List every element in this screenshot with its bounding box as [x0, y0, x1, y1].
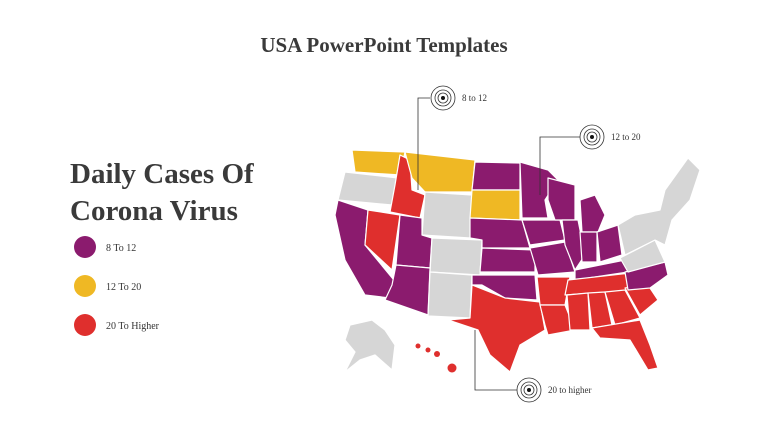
state: [447, 284, 546, 373]
state: [479, 247, 536, 273]
state: [547, 177, 576, 221]
alaska: [344, 319, 396, 373]
state: [404, 151, 476, 193]
callout-ring: [434, 89, 452, 107]
callout-ring: [520, 381, 538, 399]
state: [579, 231, 598, 263]
state: [384, 264, 431, 316]
state: [536, 276, 571, 306]
callout-label: 8 to 12: [462, 93, 487, 103]
callout-dot: [590, 135, 594, 139]
hawaii: [415, 343, 457, 373]
legend-label: 20 To Higher: [106, 321, 160, 332]
legend-swatch: [74, 275, 96, 297]
state: [566, 292, 591, 331]
callout-ring: [437, 92, 449, 104]
state: [604, 289, 641, 326]
callout-line: [539, 136, 580, 195]
state: [469, 189, 521, 221]
state: [364, 209, 401, 271]
callout-label: 20 to higher: [548, 385, 592, 395]
legend-swatch: [74, 314, 96, 336]
state: [519, 161, 559, 219]
legend-label: 12 To 20: [106, 282, 141, 293]
state: [579, 194, 606, 233]
heading-line: Corona Virus: [70, 195, 238, 227]
state: [421, 191, 473, 239]
callout-line: [474, 330, 517, 391]
state: [591, 319, 659, 371]
state: [429, 237, 483, 276]
callout-line: [417, 97, 430, 190]
legend-swatch: [74, 236, 96, 258]
callout-ring: [586, 131, 598, 143]
legend-label: 8 To 12: [106, 243, 136, 254]
callout-dot: [441, 96, 445, 100]
state: [521, 219, 566, 246]
title: USA PowerPoint Templates: [260, 33, 507, 57]
state: [561, 219, 586, 271]
heading-line: Daily Cases Of: [70, 158, 254, 190]
state: [596, 224, 623, 263]
state: [539, 304, 576, 336]
state: [427, 271, 473, 319]
usa-map: [334, 149, 701, 373]
callouts: 8 to 12 12 to 20 20 to higher: [417, 85, 641, 403]
callout-dot: [527, 388, 531, 392]
state: [617, 157, 701, 256]
callout-ring: [523, 384, 535, 396]
state: [471, 161, 521, 191]
legend: 8 To 12 12 To 20 20 To Higher: [74, 236, 160, 336]
callout-label: 12 to 20: [611, 132, 641, 142]
callout-ring: [583, 128, 601, 146]
state: [337, 171, 399, 206]
